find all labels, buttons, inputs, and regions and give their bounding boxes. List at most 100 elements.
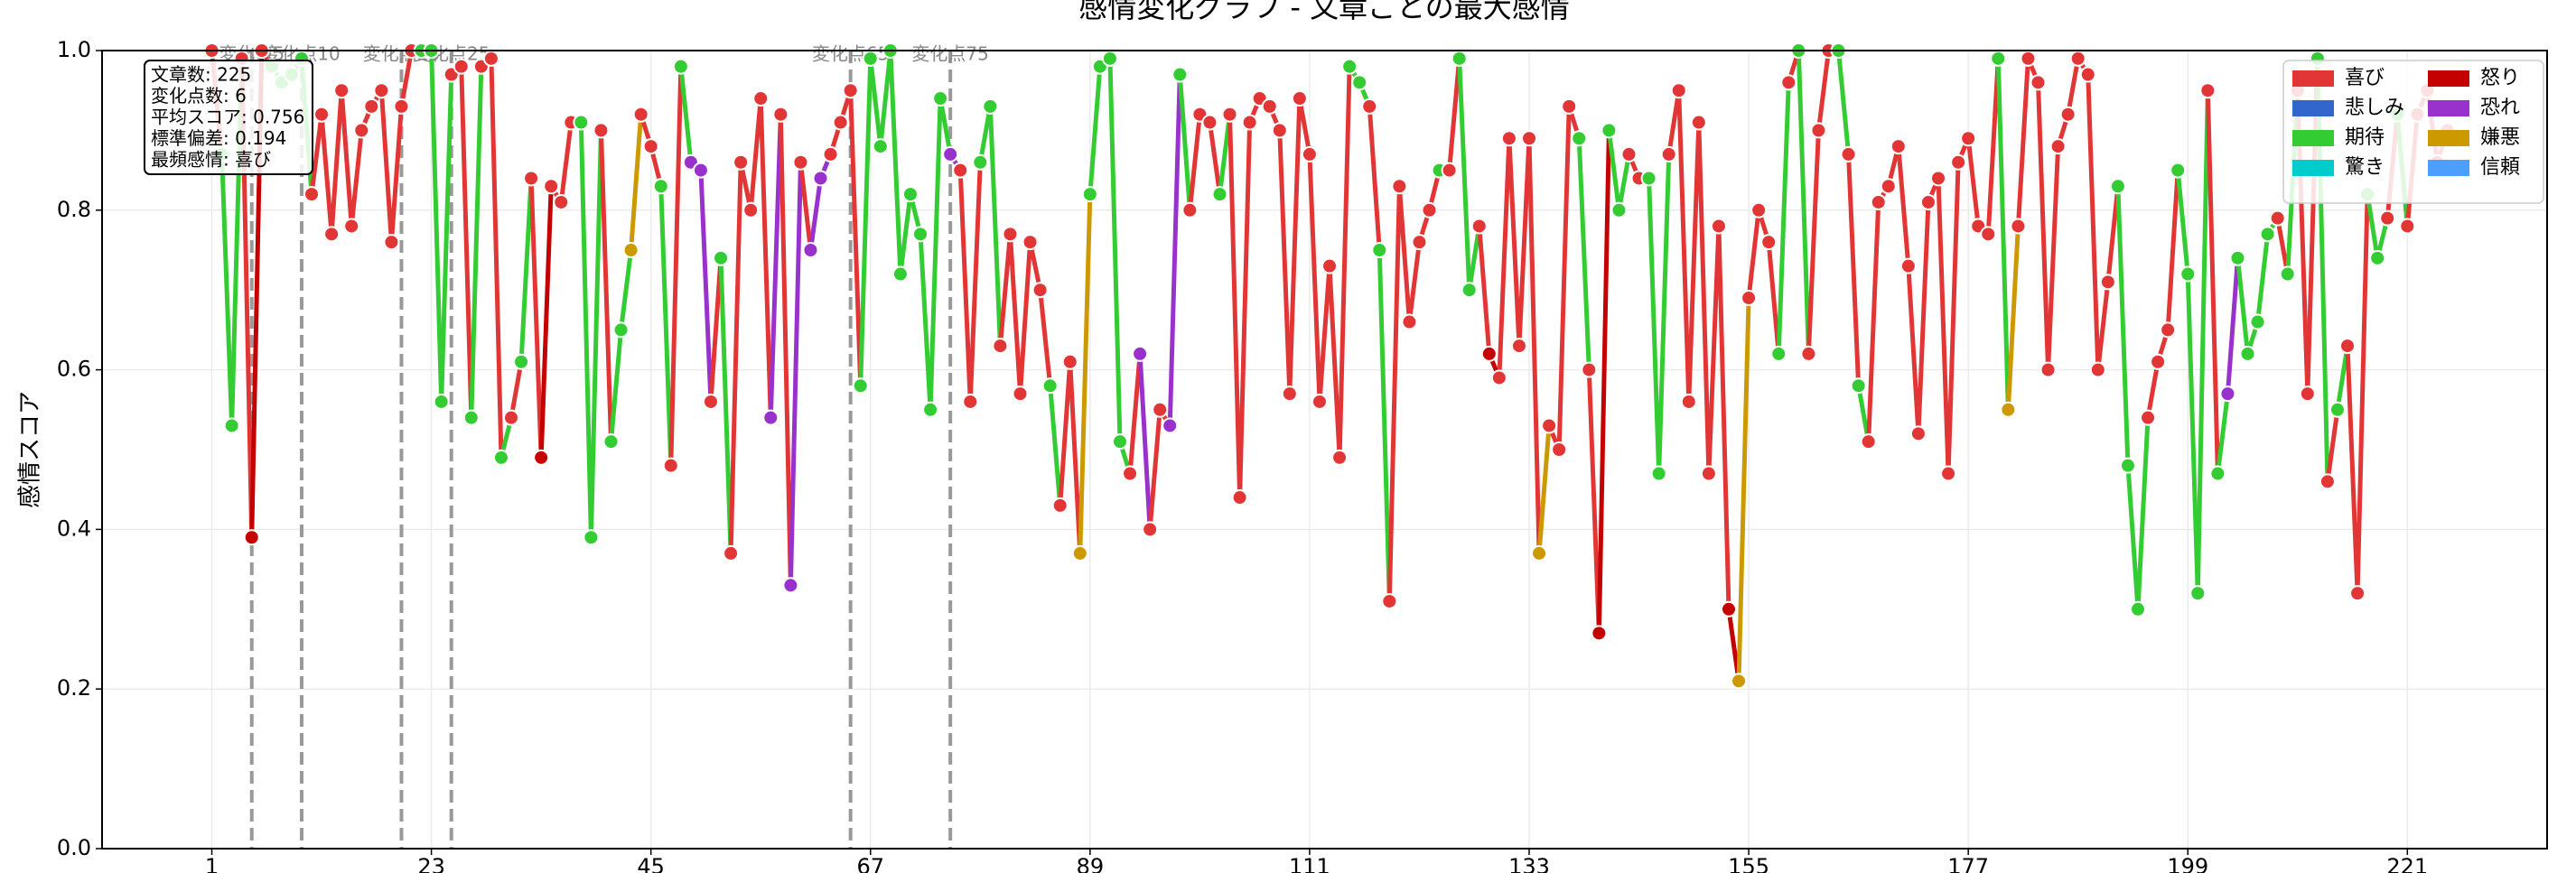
data-point (1490, 369, 1507, 386)
data-point (2010, 218, 2027, 235)
line-segment (2255, 231, 2271, 325)
line-segment (1177, 72, 1192, 213)
data-point (2259, 226, 2276, 243)
data-point (1870, 193, 1887, 210)
x-tick-label: 221 (2386, 854, 2428, 873)
data-point (2249, 313, 2266, 330)
data-point (1710, 218, 1727, 235)
data-point (872, 138, 889, 155)
x-tick-label: 67 (856, 854, 884, 873)
x-tick-label: 133 (1508, 854, 1550, 873)
data-point (1371, 242, 1388, 258)
x-tick-label: 177 (1947, 854, 1989, 873)
data-point (1031, 282, 1049, 299)
data-point (852, 377, 869, 395)
data-point (1081, 186, 1098, 203)
line-segment (1507, 135, 1522, 348)
data-point (1441, 162, 1458, 179)
data-point (1281, 385, 1298, 403)
line-segment (1167, 72, 1182, 428)
data-point (1521, 130, 1538, 147)
data-point (1261, 98, 1278, 115)
line-segment (1337, 64, 1352, 460)
data-point (672, 58, 689, 75)
data-point (942, 145, 959, 163)
line-segment (378, 88, 394, 245)
line-segment (1068, 359, 1083, 556)
data-point (1899, 257, 1917, 274)
data-point (762, 409, 779, 426)
data-point (533, 449, 550, 466)
line-segment (1287, 96, 1302, 396)
line-segment (878, 48, 893, 149)
line-segment (898, 191, 913, 277)
data-point (891, 265, 909, 283)
data-point (2329, 401, 2346, 418)
data-point (2239, 345, 2256, 362)
data-point (1201, 114, 1218, 131)
data-point (1470, 218, 1488, 235)
data-point (1541, 417, 1558, 434)
data-point (492, 449, 509, 466)
data-point (1071, 544, 1088, 562)
line-segment (518, 175, 534, 365)
data-point (453, 58, 470, 75)
data-point (932, 90, 949, 107)
line-segment (1766, 239, 1781, 357)
line-segment (2225, 255, 2240, 396)
line-segment (439, 72, 454, 404)
data-point (1271, 122, 1288, 139)
legend-swatch (2292, 130, 2334, 146)
data-point (1211, 186, 1228, 203)
data-point (1461, 282, 1478, 299)
line-segment (1137, 351, 1153, 532)
data-point (593, 122, 610, 139)
data-point (1171, 66, 1189, 83)
data-point (822, 145, 839, 163)
line-segment (1396, 183, 1412, 325)
data-point (2209, 465, 2226, 482)
data-point (482, 50, 499, 67)
line-segment (629, 112, 644, 253)
line-segment (1127, 351, 1143, 477)
data-point (513, 353, 530, 370)
data-point (1980, 226, 1997, 243)
data-point (1919, 193, 1937, 210)
line-segment (558, 120, 574, 205)
data-point (1760, 234, 1778, 251)
data-point (2319, 473, 2336, 490)
data-point (1531, 544, 1548, 562)
line-segment (1647, 175, 1662, 477)
data-point (1840, 145, 1857, 163)
line-segment (388, 104, 404, 245)
data-point (1601, 122, 1618, 139)
line-segment (1447, 56, 1462, 173)
legend-label: 恐れ (2480, 97, 2520, 119)
data-point (1640, 170, 1657, 187)
line-segment (528, 175, 544, 460)
data-point (1960, 130, 1977, 147)
line-segment (1107, 56, 1123, 444)
data-point (1940, 465, 1957, 482)
line-segment (1038, 287, 1053, 388)
data-point (2039, 361, 2057, 378)
line-segment (1307, 152, 1322, 404)
line-segment (1676, 88, 1692, 404)
data-point (1690, 114, 1707, 131)
line-segment (698, 168, 714, 404)
data-point (323, 226, 341, 243)
data-point (1909, 425, 1927, 442)
line-segment (1497, 135, 1512, 380)
data-point (2030, 74, 2047, 91)
data-point (832, 114, 849, 131)
data-point (2339, 338, 2357, 355)
data-point (812, 170, 829, 187)
line-segment (339, 88, 354, 228)
line-segment (2165, 168, 2180, 332)
data-point (713, 249, 730, 266)
data-point (1610, 201, 1628, 218)
data-point (2229, 249, 2246, 266)
line-segment (1227, 112, 1243, 500)
line-segment (848, 88, 863, 388)
